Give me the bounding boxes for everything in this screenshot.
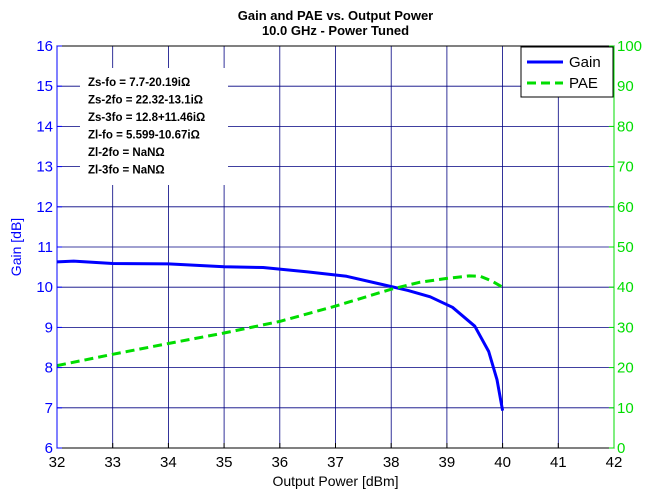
annotation-line: Zs-3fo = 12.8+11.46iΩ xyxy=(88,112,205,124)
y-right-tick-label: 40 xyxy=(617,279,634,296)
y-left-tick-label: 7 xyxy=(45,400,53,417)
x-tick-label: 37 xyxy=(327,454,344,471)
legend-box xyxy=(520,46,614,98)
legend-label-pae: PAE xyxy=(569,75,598,92)
plot-series xyxy=(56,259,505,411)
y-right-tick-label: 0 xyxy=(617,440,625,457)
annotation-line: Zl-2fo = NaNΩ xyxy=(88,147,165,159)
x-tick-label: 36 xyxy=(271,454,288,471)
annotation-line: Zs-2fo = 22.32-13.1iΩ xyxy=(88,95,203,107)
y-right-tick-label: 80 xyxy=(617,118,634,135)
x-tick-label: 33 xyxy=(104,454,121,471)
annotation-line: Zs-fo = 7.7-20.19iΩ xyxy=(88,77,190,89)
grid-lines xyxy=(57,46,614,448)
y-right-tick-label: 20 xyxy=(617,360,634,377)
y-right-tick-label: 50 xyxy=(617,239,634,256)
y-right-tick-label: 30 xyxy=(617,319,634,336)
x-tick-label: 32 xyxy=(49,454,66,471)
y-right-tick-label: 100 xyxy=(617,38,642,55)
y-right-tick-label: 90 xyxy=(617,78,634,95)
y-right-tick-label: 70 xyxy=(617,159,634,176)
y-left-tick-label: 13 xyxy=(36,159,53,176)
title-line: Gain and PAE vs. Output Power xyxy=(238,8,434,23)
impedance-annotations: Zs-fo = 7.7-20.19iΩ Zs-2fo = 22.32-13.1iΩ… xyxy=(80,68,228,185)
x-tick-label: 39 xyxy=(439,454,456,471)
axis-ticks: 32 33 34 35 36 37 38 39 40 41 42 6 7 8 9 10 11 12 13 14 15 16… xyxy=(36,38,642,471)
x-tick-label: 42 xyxy=(606,454,623,471)
x-axis-label: Output Power [dBm] xyxy=(272,473,398,489)
y-left-tick-label: 10 xyxy=(36,279,53,296)
y-left-tick-label: 12 xyxy=(36,199,53,216)
x-tick-label: 35 xyxy=(216,454,233,471)
series-line-pae xyxy=(56,274,504,368)
annotation-line: Zl-3fo = NaNΩ xyxy=(88,165,165,177)
y-left-tick-label: 8 xyxy=(45,360,53,377)
legend: Gain PAE xyxy=(520,46,614,98)
y-right-tick-label: 10 xyxy=(617,400,634,417)
series-line-gain xyxy=(56,259,505,411)
x-tick-label: 41 xyxy=(550,454,567,471)
y-left-tick-label: 11 xyxy=(37,239,53,256)
x-tick-label: 34 xyxy=(160,454,177,471)
x-tick-label: 38 xyxy=(383,454,400,471)
y-left-tick-label: 6 xyxy=(45,440,53,457)
y-left-tick-label: 9 xyxy=(45,319,53,336)
y-left-tick-label: 15 xyxy=(36,78,53,95)
legend-label-gain: Gain xyxy=(569,54,601,71)
axis-labels: Output Power [dBm] Gain [dB] xyxy=(8,218,399,489)
y-left-tick-label: 14 xyxy=(36,118,53,135)
annotation-line: Zl-fo = 5.599-10.67iΩ xyxy=(88,130,200,142)
x-tick-label: 40 xyxy=(494,454,511,471)
y-left-axis-label: Gain [dB] xyxy=(8,218,24,276)
title-line: 10.0 GHz - Power Tuned xyxy=(262,23,409,38)
y-left-tick-label: 16 xyxy=(36,38,53,55)
annotation-box xyxy=(80,68,228,185)
y-right-tick-label: 60 xyxy=(617,199,634,216)
